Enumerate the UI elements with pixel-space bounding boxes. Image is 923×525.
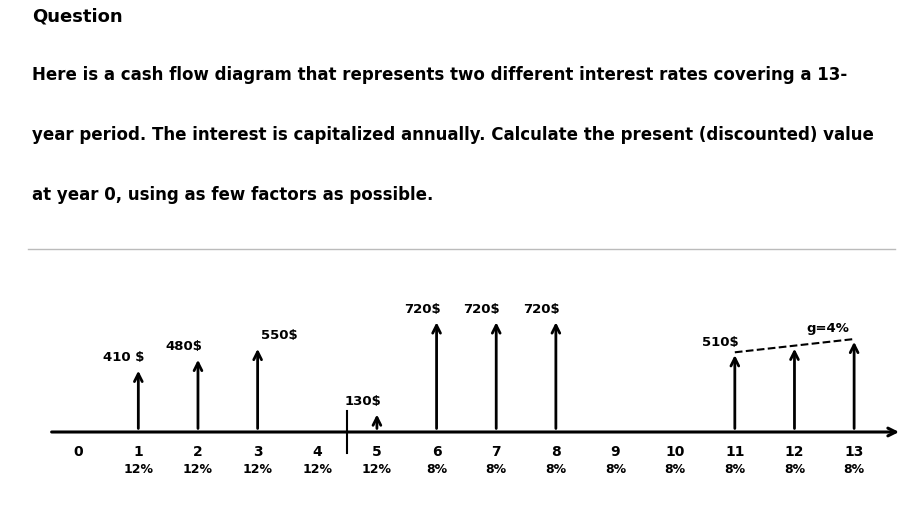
- Text: 11: 11: [725, 445, 745, 459]
- Text: Here is a cash flow diagram that represents two different interest rates coverin: Here is a cash flow diagram that represe…: [32, 66, 847, 83]
- Text: 6: 6: [432, 445, 441, 459]
- Text: 5: 5: [372, 445, 382, 459]
- Text: 8%: 8%: [605, 463, 626, 476]
- Text: 8%: 8%: [426, 463, 447, 476]
- Text: 8%: 8%: [784, 463, 805, 476]
- Text: year period. The interest is capitalized annually. Calculate the present (discou: year period. The interest is capitalized…: [32, 126, 874, 144]
- Text: 0: 0: [74, 445, 83, 459]
- Text: 720$: 720$: [463, 303, 500, 316]
- Text: 12%: 12%: [362, 463, 392, 476]
- Text: 12%: 12%: [243, 463, 272, 476]
- Text: 510$: 510$: [702, 335, 738, 349]
- Text: 8: 8: [551, 445, 561, 459]
- Text: 8%: 8%: [725, 463, 746, 476]
- Text: 12%: 12%: [124, 463, 153, 476]
- Text: 3: 3: [253, 445, 262, 459]
- Text: 12%: 12%: [183, 463, 213, 476]
- Text: 13: 13: [845, 445, 864, 459]
- Text: 720$: 720$: [403, 303, 440, 316]
- Text: 720$: 720$: [523, 303, 559, 316]
- Text: 8%: 8%: [545, 463, 567, 476]
- Text: at year 0, using as few factors as possible.: at year 0, using as few factors as possi…: [32, 186, 434, 204]
- Text: 410 $: 410 $: [102, 351, 144, 364]
- Text: 9: 9: [611, 445, 620, 459]
- Text: 1: 1: [134, 445, 143, 459]
- Text: 4: 4: [312, 445, 322, 459]
- Text: 12%: 12%: [302, 463, 332, 476]
- Text: g=4%: g=4%: [807, 321, 849, 334]
- Text: 12: 12: [785, 445, 804, 459]
- Text: 2: 2: [193, 445, 203, 459]
- Text: Question: Question: [32, 7, 123, 26]
- Text: 7: 7: [491, 445, 501, 459]
- Text: 8%: 8%: [485, 463, 507, 476]
- Text: 130$: 130$: [344, 395, 381, 408]
- Text: 8%: 8%: [665, 463, 686, 476]
- Text: 480$: 480$: [165, 340, 202, 353]
- Text: 10: 10: [665, 445, 685, 459]
- Text: 8%: 8%: [844, 463, 865, 476]
- Text: 550$: 550$: [260, 329, 297, 342]
